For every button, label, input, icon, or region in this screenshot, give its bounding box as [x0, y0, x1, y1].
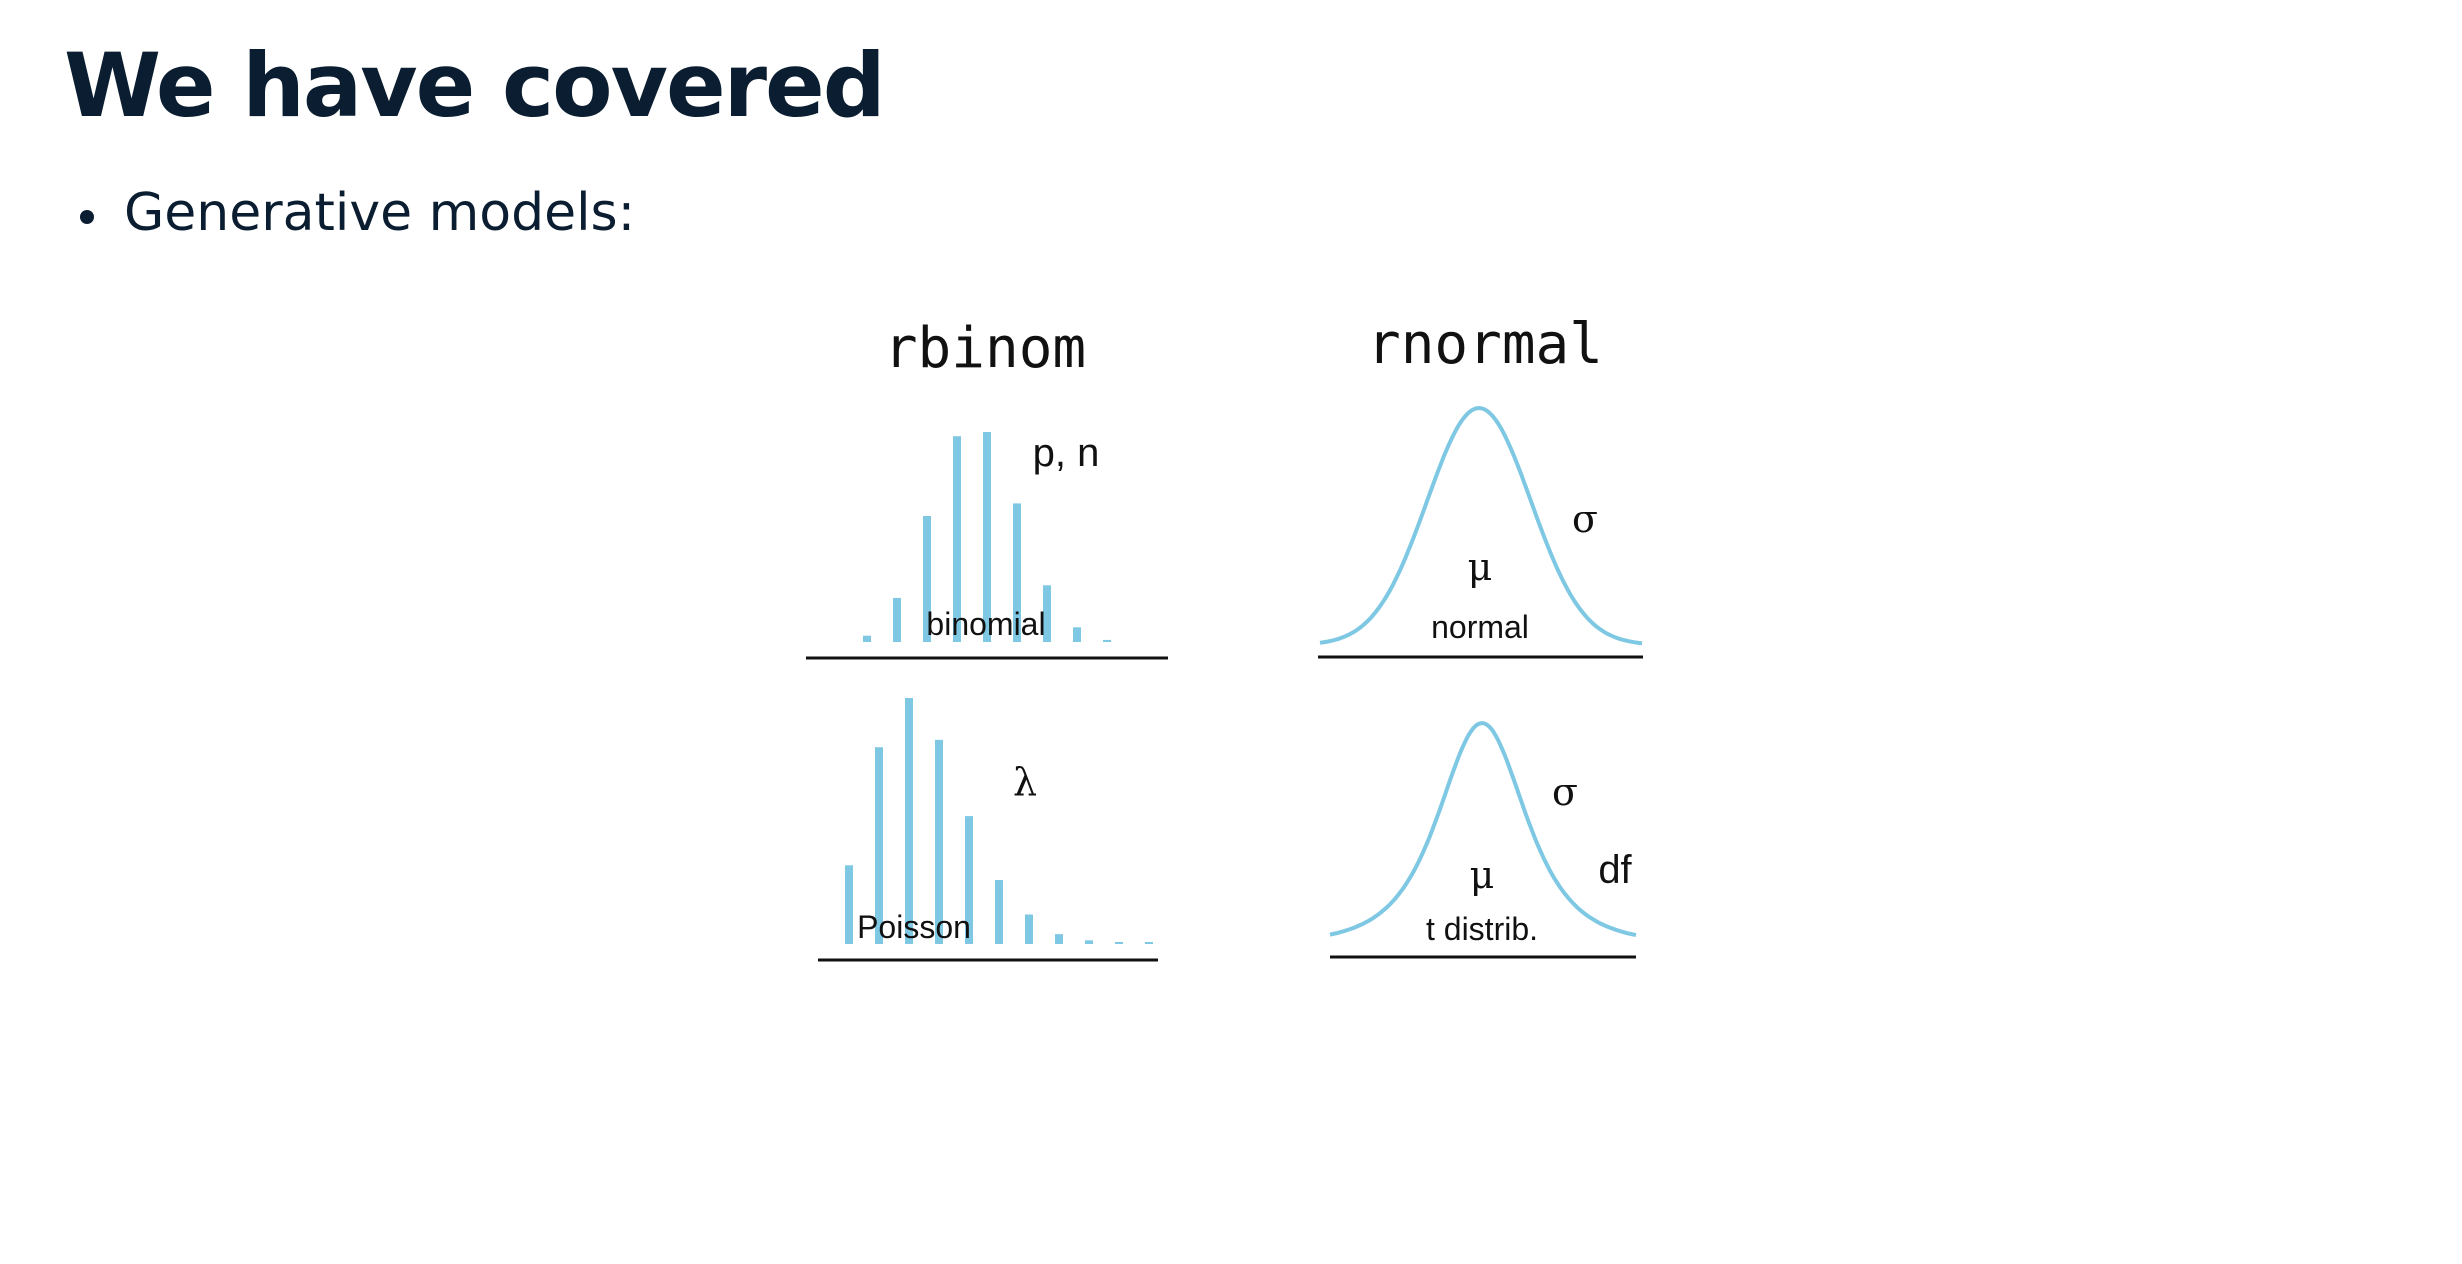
- t-curve: [1329, 721, 1637, 938]
- binomial-bar: [923, 516, 931, 642]
- t-name: t distrib.: [1426, 911, 1538, 947]
- poisson-bar: [1025, 914, 1033, 944]
- poisson-name: Poisson: [857, 909, 971, 945]
- binomial-panel: binomial p, n: [806, 431, 1168, 660]
- bullet-list: Generative models:: [64, 180, 635, 248]
- poisson-bars: [845, 698, 1153, 944]
- poisson-bar: [905, 698, 913, 944]
- binomial-bar: [1073, 627, 1081, 642]
- binomial-bar: [953, 436, 961, 642]
- normal-name: normal: [1431, 609, 1529, 645]
- function-label-rnormal: rnormal: [1367, 312, 1603, 377]
- t-param-sigma: σ: [1552, 770, 1578, 814]
- normal-panel: normal σ μ: [1318, 405, 1643, 659]
- poisson-bar: [935, 739, 943, 944]
- binomial-bar: [893, 597, 901, 642]
- binomial-name: binomial: [926, 606, 1045, 642]
- binomial-bar: [1013, 503, 1021, 642]
- normal-param-mu: μ: [1468, 545, 1493, 589]
- poisson-bar: [1085, 940, 1093, 944]
- t-param-df: df: [1598, 848, 1632, 892]
- binomial-bar: [1043, 585, 1051, 642]
- slide-title: We have covered: [64, 34, 886, 137]
- bullet-item: Generative models:: [64, 180, 635, 248]
- binomial-bars: [863, 432, 1111, 642]
- bullet-text: Generative models:: [124, 183, 636, 243]
- normal-param-sigma: σ: [1572, 497, 1598, 541]
- t-param-mu: μ: [1470, 853, 1495, 897]
- binomial-param-p-n: p, n: [1033, 431, 1100, 475]
- poisson-bar: [1145, 942, 1153, 944]
- poisson-bar: [965, 816, 973, 944]
- binomial-bar: [863, 635, 871, 642]
- function-label-rbinom: rbinom: [884, 316, 1086, 381]
- poisson-bar: [845, 865, 853, 944]
- binomial-bar: [983, 432, 991, 642]
- poisson-panel: Poisson λ: [818, 698, 1158, 962]
- poisson-bar: [1115, 942, 1123, 944]
- poisson-bar: [995, 880, 1003, 944]
- poisson-bar: [875, 747, 883, 944]
- poisson-param-lambda: λ: [1013, 760, 1037, 804]
- normal-curve: [1319, 405, 1643, 646]
- t-panel: t distrib. σ μ df: [1329, 721, 1637, 959]
- bullet-dot-icon: [80, 210, 94, 224]
- binomial-bar: [1103, 639, 1111, 642]
- poisson-bar: [1055, 934, 1063, 944]
